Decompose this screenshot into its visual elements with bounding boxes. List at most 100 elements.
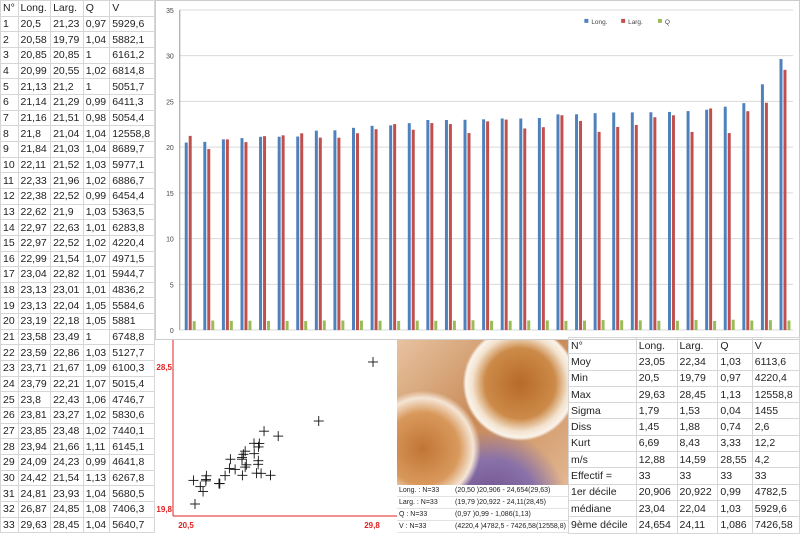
table-cell[interactable]: 20,99 [17, 62, 52, 80]
table-cell[interactable]: 20 [0, 313, 19, 330]
table-cell[interactable]: 33 [751, 467, 800, 485]
table-cell[interactable]: 15 [0, 234, 19, 252]
table-cell[interactable]: 10 [0, 156, 19, 174]
table-cell[interactable]: 22,38 [17, 187, 52, 205]
table-cell[interactable]: 21,16 [17, 109, 52, 127]
table-cell[interactable]: médiane [568, 499, 637, 518]
table-cell[interactable]: 1,03 [82, 203, 111, 221]
table-cell[interactable]: 5881 [109, 313, 155, 330]
table-cell[interactable]: 23,48 [50, 422, 84, 440]
table-cell[interactable]: 0,97 [717, 369, 753, 387]
column-header[interactable]: Larg. [676, 336, 719, 355]
table-cell[interactable]: 23,04 [17, 266, 52, 283]
table-cell[interactable]: 19 [0, 297, 19, 315]
table-cell[interactable]: 20,922 [676, 483, 719, 501]
table-cell[interactable]: 23 [0, 360, 19, 377]
table-cell[interactable]: 1,09 [82, 360, 111, 377]
table-cell[interactable]: 19,79 [676, 369, 719, 387]
table-cell[interactable]: 1 [82, 328, 111, 346]
table-cell[interactable]: 6 [0, 93, 19, 111]
table-cell[interactable]: 20,5 [17, 15, 52, 33]
table-cell[interactable]: 5929,6 [109, 15, 155, 33]
table-cell[interactable]: 7426,58 [751, 516, 800, 534]
table-cell[interactable]: 33 [717, 467, 753, 485]
table-cell[interactable]: 6113,6 [751, 353, 800, 371]
table-cell[interactable]: 6100,3 [109, 360, 155, 377]
column-header[interactable]: N° [0, 0, 19, 17]
table-cell[interactable]: 1,13 [717, 385, 753, 404]
table-cell[interactable]: 1,02 [82, 407, 111, 424]
table-cell[interactable]: 17 [0, 266, 19, 283]
table-cell[interactable]: 20,85 [50, 46, 84, 64]
table-cell[interactable]: 21,2 [50, 78, 84, 95]
table-cell[interactable]: 32 [0, 501, 19, 518]
column-header[interactable]: Long. [17, 0, 52, 17]
table-cell[interactable]: Effectif = [568, 467, 637, 485]
table-cell[interactable]: 22 [0, 344, 19, 362]
table-cell[interactable]: 0,98 [82, 109, 111, 127]
table-cell[interactable]: 4220,4 [109, 234, 155, 252]
table-cell[interactable]: 8 [0, 125, 19, 142]
table-cell[interactable]: 5363,5 [109, 203, 155, 221]
table-cell[interactable]: m/s [568, 451, 637, 469]
table-cell[interactable]: 21,03 [50, 140, 84, 158]
table-cell[interactable]: 4220,4 [751, 369, 800, 387]
table-cell[interactable]: 31 [0, 485, 19, 502]
table-cell[interactable]: 24,85 [50, 501, 84, 518]
table-cell[interactable]: 12558,8 [751, 385, 800, 404]
table-cell[interactable]: 0,99 [717, 483, 753, 501]
table-cell[interactable]: 12,2 [751, 434, 800, 453]
column-header[interactable]: Q [82, 0, 111, 17]
table-cell[interactable]: 6161,2 [109, 46, 155, 64]
table-cell[interactable]: 22,52 [50, 234, 84, 252]
table-cell[interactable]: 5882,1 [109, 31, 155, 48]
table-cell[interactable]: 23,58 [17, 328, 52, 346]
table-cell[interactable]: 28,45 [50, 516, 84, 534]
table-cell[interactable]: 21,96 [50, 172, 84, 189]
table-cell[interactable]: Min [568, 369, 637, 387]
table-cell[interactable]: 1,03 [82, 344, 111, 362]
table-cell[interactable]: 14 [0, 219, 19, 236]
table-cell[interactable]: 1 [82, 78, 111, 95]
table-cell[interactable]: 3,33 [717, 434, 753, 453]
table-cell[interactable]: 22,62 [17, 203, 52, 221]
table-cell[interactable]: 33 [676, 467, 719, 485]
table-cell[interactable]: 1,04 [82, 31, 111, 48]
table-cell[interactable]: 5944,7 [109, 266, 155, 283]
table-cell[interactable]: 4971,5 [109, 250, 155, 268]
table-cell[interactable]: 8689,7 [109, 140, 155, 158]
column-header[interactable]: V [109, 0, 155, 17]
table-cell[interactable]: 25 [0, 391, 19, 409]
table-cell[interactable]: 6814,8 [109, 62, 155, 80]
table-cell[interactable]: 13 [0, 203, 19, 221]
table-cell[interactable]: 0,04 [717, 402, 753, 420]
table-cell[interactable]: 9ème décile [568, 516, 637, 534]
table-cell[interactable]: 1 [82, 46, 111, 64]
table-cell[interactable]: 1,04 [82, 125, 111, 142]
table-cell[interactable]: 5054,4 [109, 109, 155, 127]
table-cell[interactable]: 6748,8 [109, 328, 155, 346]
table-cell[interactable]: 7440,1 [109, 422, 155, 440]
table-cell[interactable]: 1,05 [82, 313, 111, 330]
table-cell[interactable]: 5051,7 [109, 78, 155, 95]
table-cell[interactable]: 4,2 [751, 451, 800, 469]
table-cell[interactable]: 23,94 [17, 438, 52, 456]
table-cell[interactable]: 22,11 [17, 156, 52, 174]
table-cell[interactable]: 24,11 [676, 516, 719, 534]
table-cell[interactable]: 1,01 [82, 281, 111, 299]
table-cell[interactable]: 5 [0, 78, 19, 95]
table-cell[interactable]: 23,49 [50, 328, 84, 346]
table-cell[interactable]: 21,54 [50, 250, 84, 268]
table-cell[interactable]: Sigma [568, 402, 637, 420]
table-cell[interactable]: 21,9 [50, 203, 84, 221]
table-cell[interactable]: 8,43 [676, 434, 719, 453]
table-cell[interactable]: 4 [0, 62, 19, 80]
table-cell[interactable]: 1 [0, 15, 19, 33]
table-cell[interactable]: 5680,5 [109, 485, 155, 502]
table-cell[interactable]: 5929,6 [751, 499, 800, 518]
table-cell[interactable]: 1er décile [568, 483, 637, 501]
table-cell[interactable]: 12 [0, 187, 19, 205]
table-cell[interactable]: 5977,1 [109, 156, 155, 174]
table-cell[interactable]: 1,06 [82, 391, 111, 409]
table-cell[interactable]: 22,97 [17, 219, 52, 236]
